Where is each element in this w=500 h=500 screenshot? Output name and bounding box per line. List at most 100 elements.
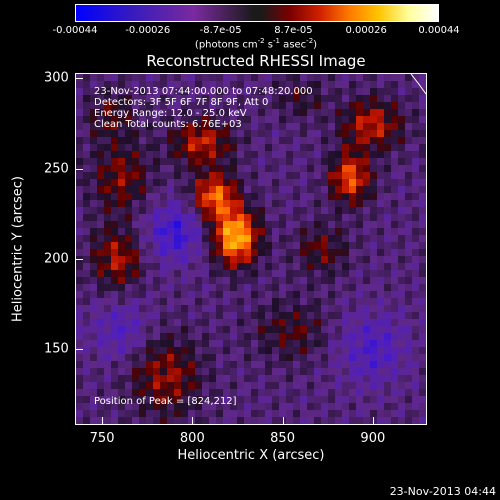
- heatmap-cell: [370, 214, 378, 222]
- heatmap-cell: [230, 228, 238, 236]
- heatmap-cell: [335, 81, 343, 89]
- heatmap-cell: [286, 207, 294, 215]
- heatmap-cell: [356, 228, 364, 236]
- heatmap-cell: [314, 396, 322, 404]
- heatmap-cell: [335, 305, 343, 313]
- heatmap-cell: [188, 263, 196, 271]
- heatmap-cell: [307, 137, 315, 145]
- heatmap-cell: [258, 340, 266, 348]
- heatmap-cell: [244, 137, 252, 145]
- heatmap-cell: [398, 235, 406, 243]
- heatmap-cell: [314, 102, 322, 110]
- heatmap-cell: [216, 291, 224, 299]
- heatmap-cell: [181, 179, 189, 187]
- heatmap-cell: [349, 305, 357, 313]
- heatmap-cell: [251, 137, 259, 145]
- heatmap-cell: [258, 172, 266, 180]
- heatmap-cell: [97, 291, 105, 299]
- heatmap-cell: [370, 193, 378, 201]
- heatmap-cell: [209, 249, 217, 257]
- heatmap-cell: [398, 144, 406, 152]
- heatmap-cell: [307, 116, 315, 124]
- heatmap-cell: [146, 347, 154, 355]
- heatmap-cell: [83, 354, 91, 362]
- heatmap-cell: [132, 375, 140, 383]
- heatmap-cell: [146, 228, 154, 236]
- heatmap-cell: [384, 242, 392, 250]
- heatmap-cell: [335, 158, 343, 166]
- heatmap-cell: [363, 242, 371, 250]
- heatmap-cell: [202, 88, 210, 96]
- heatmap-cell: [307, 312, 315, 320]
- heatmap-cell: [398, 81, 406, 89]
- heatmap-cell: [76, 368, 84, 376]
- heatmap-cell: [391, 200, 399, 208]
- heatmap-cell: [328, 137, 336, 145]
- heatmap-cell: [237, 291, 245, 299]
- heatmap-cell: [265, 193, 273, 201]
- heatmap-cell: [146, 186, 154, 194]
- heatmap-cell: [153, 333, 161, 341]
- heatmap-cell: [244, 179, 252, 187]
- heatmap-cell: [412, 95, 420, 103]
- heatmap-cell: [160, 263, 168, 271]
- heatmap-cell: [286, 291, 294, 299]
- heatmap-cell: [104, 116, 112, 124]
- heatmap-cell: [153, 340, 161, 348]
- heatmap-cell: [146, 319, 154, 327]
- heatmap-cell: [153, 179, 161, 187]
- heatmap-cell: [132, 193, 140, 201]
- heatmap-cell: [300, 312, 308, 320]
- heatmap-cell: [377, 256, 385, 264]
- heatmap-cell: [244, 389, 252, 397]
- heatmap-cell: [139, 270, 147, 278]
- heatmap-cell: [321, 137, 329, 145]
- heatmap-cell: [153, 305, 161, 313]
- heatmap-cell: [83, 375, 91, 383]
- heatmap-cell: [314, 207, 322, 215]
- heatmap-cell: [104, 403, 112, 411]
- heatmap-cell: [419, 333, 426, 341]
- heatmap-cell: [258, 298, 266, 306]
- heatmap-cell: [76, 277, 84, 285]
- heatmap-cell: [356, 347, 364, 355]
- heatmap-cell: [104, 263, 112, 271]
- heatmap-cell: [160, 354, 168, 362]
- heatmap-cell: [321, 396, 329, 404]
- heatmap-cell: [118, 109, 126, 117]
- heatmap-cell: [244, 403, 252, 411]
- heatmap-cell: [146, 382, 154, 390]
- heatmap-cell: [258, 242, 266, 250]
- heatmap-cell: [391, 382, 399, 390]
- heatmap-cell: [293, 74, 301, 82]
- heatmap-cell: [363, 95, 371, 103]
- heatmap-cell: [342, 361, 350, 369]
- heatmap-cell: [265, 361, 273, 369]
- heatmap-cell: [328, 102, 336, 110]
- heatmap-cell: [146, 403, 154, 411]
- colorbar-units: (photons cm-2 s-1 asec-2): [194, 37, 318, 51]
- heatmap-cell: [258, 354, 266, 362]
- heatmap-cell: [328, 368, 336, 376]
- heatmap-cell: [307, 102, 315, 110]
- heatmap-cell: [230, 151, 238, 159]
- heatmap-cell: [167, 389, 175, 397]
- heatmap-cell: [398, 158, 406, 166]
- heatmap-cell: [419, 235, 426, 243]
- heatmap-cell: [202, 298, 210, 306]
- heatmap-cell: [328, 298, 336, 306]
- heatmap-cell: [111, 256, 119, 264]
- heatmap-cell: [146, 284, 154, 292]
- heatmap-cell: [97, 137, 105, 145]
- heatmap-cell: [307, 221, 315, 229]
- heatmap-cell: [265, 144, 273, 152]
- heatmap-cell: [83, 284, 91, 292]
- heatmap-cell: [181, 291, 189, 299]
- heatmap-cell: [90, 298, 98, 306]
- colorbar-tick-label: 0.00026: [345, 25, 387, 36]
- heatmap-cell: [356, 410, 364, 418]
- heatmap-cell: [412, 396, 420, 404]
- heatmap-cell: [146, 144, 154, 152]
- heatmap-cell: [167, 249, 175, 257]
- heatmap-cell: [139, 123, 147, 131]
